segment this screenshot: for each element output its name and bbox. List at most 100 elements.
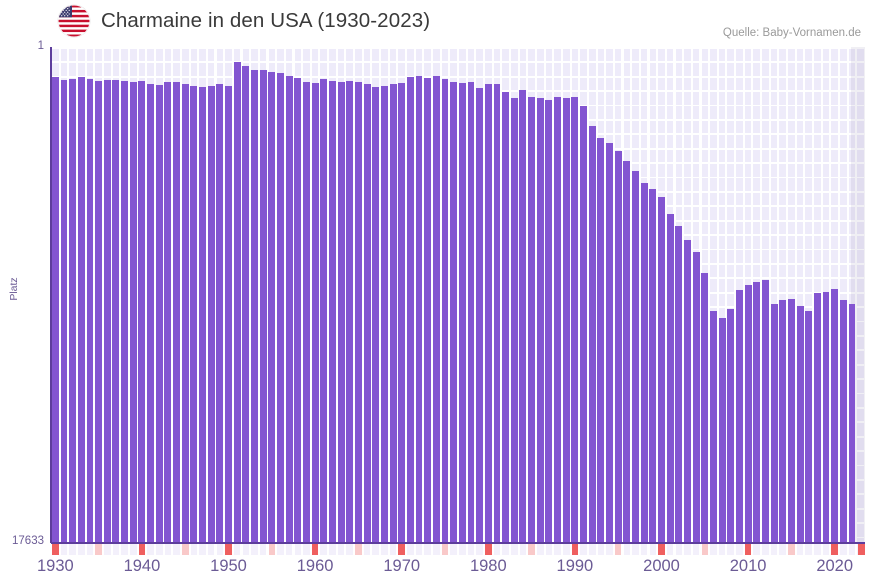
bar[interactable] (164, 82, 172, 543)
bar[interactable] (311, 83, 319, 543)
bar[interactable] (346, 81, 354, 543)
bar[interactable] (415, 75, 423, 543)
bar[interactable] (528, 96, 536, 543)
bar[interactable] (692, 252, 700, 543)
bar[interactable] (770, 304, 778, 543)
bar[interactable] (147, 84, 155, 543)
bar[interactable] (813, 293, 821, 543)
bar[interactable] (588, 125, 596, 543)
bar[interactable] (121, 81, 129, 543)
bar[interactable] (632, 170, 639, 543)
bar[interactable] (190, 86, 198, 543)
bar[interactable] (779, 300, 787, 543)
bar[interactable] (623, 160, 631, 543)
bar[interactable] (467, 82, 475, 543)
bar[interactable] (554, 97, 562, 543)
bar[interactable] (225, 86, 232, 543)
bar[interactable] (450, 81, 458, 543)
bar[interactable] (796, 305, 804, 543)
bar[interactable] (727, 308, 735, 543)
bar[interactable] (199, 86, 206, 543)
bar[interactable] (666, 214, 674, 543)
x-tickmark (78, 544, 85, 555)
bar[interactable] (606, 142, 613, 543)
bar[interactable] (60, 80, 68, 543)
bar[interactable] (536, 98, 544, 543)
bar[interactable] (380, 85, 388, 543)
bar[interactable] (718, 318, 726, 543)
bar[interactable] (86, 79, 94, 543)
bar[interactable] (233, 61, 241, 543)
bar[interactable] (242, 66, 250, 543)
bar[interactable] (112, 79, 120, 543)
bar[interactable] (649, 189, 657, 543)
bar[interactable] (580, 106, 588, 543)
grid-row-gap (51, 479, 865, 481)
bar[interactable] (268, 72, 276, 543)
bar[interactable] (761, 280, 769, 543)
bar[interactable] (294, 78, 302, 543)
bar[interactable] (155, 84, 163, 543)
bar[interactable] (658, 197, 665, 543)
bar[interactable] (684, 239, 691, 543)
bar[interactable] (138, 81, 146, 543)
bar[interactable] (216, 84, 224, 543)
grid-row-gap (51, 90, 865, 93)
bar[interactable] (614, 151, 622, 543)
bar[interactable] (640, 183, 648, 543)
bar[interactable] (493, 83, 501, 543)
bar[interactable] (484, 84, 492, 543)
bar[interactable] (502, 91, 510, 543)
bar[interactable] (424, 78, 432, 543)
bar[interactable] (69, 78, 77, 543)
bar[interactable] (320, 79, 328, 543)
bar[interactable] (354, 82, 362, 543)
bar[interactable] (441, 78, 449, 543)
bar[interactable] (571, 97, 579, 543)
bar[interactable] (302, 82, 310, 543)
bar[interactable] (389, 83, 397, 543)
bar[interactable] (753, 281, 761, 543)
bar[interactable] (432, 75, 440, 543)
bar[interactable] (805, 311, 813, 543)
bar[interactable] (51, 76, 59, 543)
bar[interactable] (787, 298, 795, 543)
bar[interactable] (372, 87, 380, 543)
bar[interactable] (207, 85, 215, 543)
bar[interactable] (277, 73, 284, 543)
x-tickmark (675, 544, 683, 555)
bar[interactable] (95, 80, 103, 543)
bar[interactable] (458, 82, 466, 543)
bar[interactable] (398, 82, 406, 543)
bar[interactable] (675, 225, 683, 543)
bar[interactable] (363, 84, 371, 543)
bar[interactable] (545, 100, 553, 543)
bar[interactable] (259, 70, 267, 543)
bar[interactable] (519, 90, 527, 543)
bar[interactable] (77, 77, 85, 543)
bar[interactable] (406, 76, 414, 543)
bar[interactable] (181, 84, 189, 543)
bar[interactable] (744, 284, 752, 543)
grid-row-gap (51, 335, 865, 337)
bar[interactable] (129, 81, 137, 543)
bar[interactable] (285, 75, 293, 543)
x-tickmark (848, 544, 856, 555)
bar[interactable] (251, 70, 258, 543)
bar[interactable] (831, 288, 839, 543)
bar[interactable] (735, 290, 743, 543)
bar[interactable] (597, 138, 605, 543)
bar[interactable] (476, 88, 484, 543)
bar[interactable] (328, 80, 336, 543)
bar[interactable] (709, 311, 717, 543)
x-tickmark (459, 544, 466, 555)
bar[interactable] (822, 291, 830, 543)
bar[interactable] (839, 300, 847, 543)
bar[interactable] (701, 273, 709, 543)
bar[interactable] (337, 82, 345, 543)
bar[interactable] (848, 304, 856, 543)
bar[interactable] (103, 80, 111, 543)
bar[interactable] (562, 97, 570, 543)
bar[interactable] (510, 97, 518, 543)
bar[interactable] (173, 82, 181, 543)
